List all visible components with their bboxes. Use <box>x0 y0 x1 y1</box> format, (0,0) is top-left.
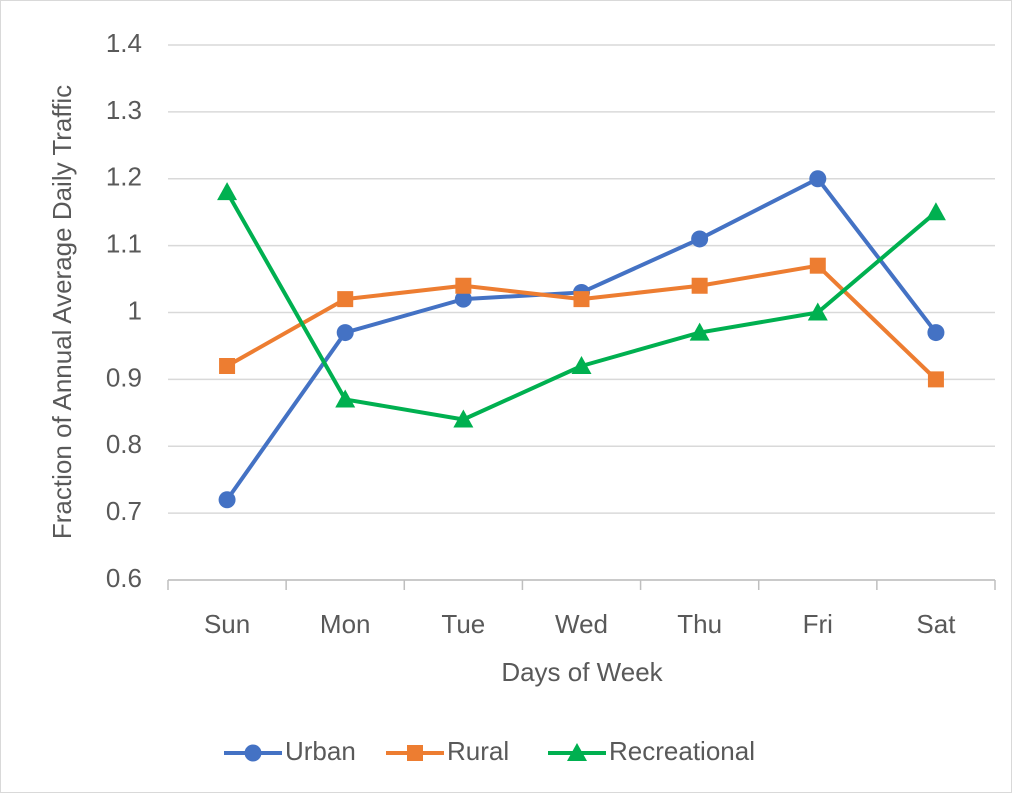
data-point <box>809 257 826 274</box>
data-point <box>337 291 354 308</box>
data-point <box>218 491 236 509</box>
x-tick-label: Sat <box>916 609 956 639</box>
data-point <box>925 202 946 221</box>
legend-label: Recreational <box>609 736 755 766</box>
legend-label: Urban <box>285 736 356 766</box>
y-tick-label: 0.7 <box>106 496 142 526</box>
y-tick-label: 1 <box>128 295 142 325</box>
data-point <box>219 358 236 374</box>
data-point <box>336 324 354 342</box>
data-point <box>691 230 709 248</box>
data-point <box>217 182 238 201</box>
data-point <box>455 277 472 294</box>
x-tick-label: Fri <box>803 609 833 639</box>
y-tick-label: 1.1 <box>106 229 142 259</box>
data-point <box>453 409 474 428</box>
data-point <box>927 324 945 342</box>
data-point <box>927 371 944 388</box>
y-tick-label: 0.6 <box>106 563 142 593</box>
x-tick-label: Sun <box>204 609 250 639</box>
legend-label: Rural <box>447 736 509 766</box>
y-tick-label: 0.9 <box>106 362 142 392</box>
data-point <box>335 389 356 408</box>
data-point <box>689 322 710 341</box>
x-axis-title: Days of Week <box>501 657 663 687</box>
data-point <box>809 170 827 188</box>
legend-marker <box>407 745 423 761</box>
x-tick-label: Wed <box>555 609 608 639</box>
y-tick-label: 1.4 <box>106 28 142 58</box>
data-point <box>691 277 708 294</box>
data-point <box>807 302 828 321</box>
data-point <box>454 290 472 308</box>
x-tick-label: Mon <box>320 609 371 639</box>
legend-marker <box>244 744 262 762</box>
y-tick-label: 0.8 <box>106 429 142 459</box>
data-point <box>573 291 590 308</box>
x-tick-label: Thu <box>677 609 722 639</box>
data-point <box>571 356 592 374</box>
y-axis-title: Fraction of Annual Average Daily Traffic <box>47 85 77 539</box>
y-tick-label: 1.3 <box>106 95 142 125</box>
legend-marker <box>567 743 587 761</box>
x-tick-label: Tue <box>441 609 485 639</box>
y-tick-label: 1.2 <box>106 162 142 192</box>
